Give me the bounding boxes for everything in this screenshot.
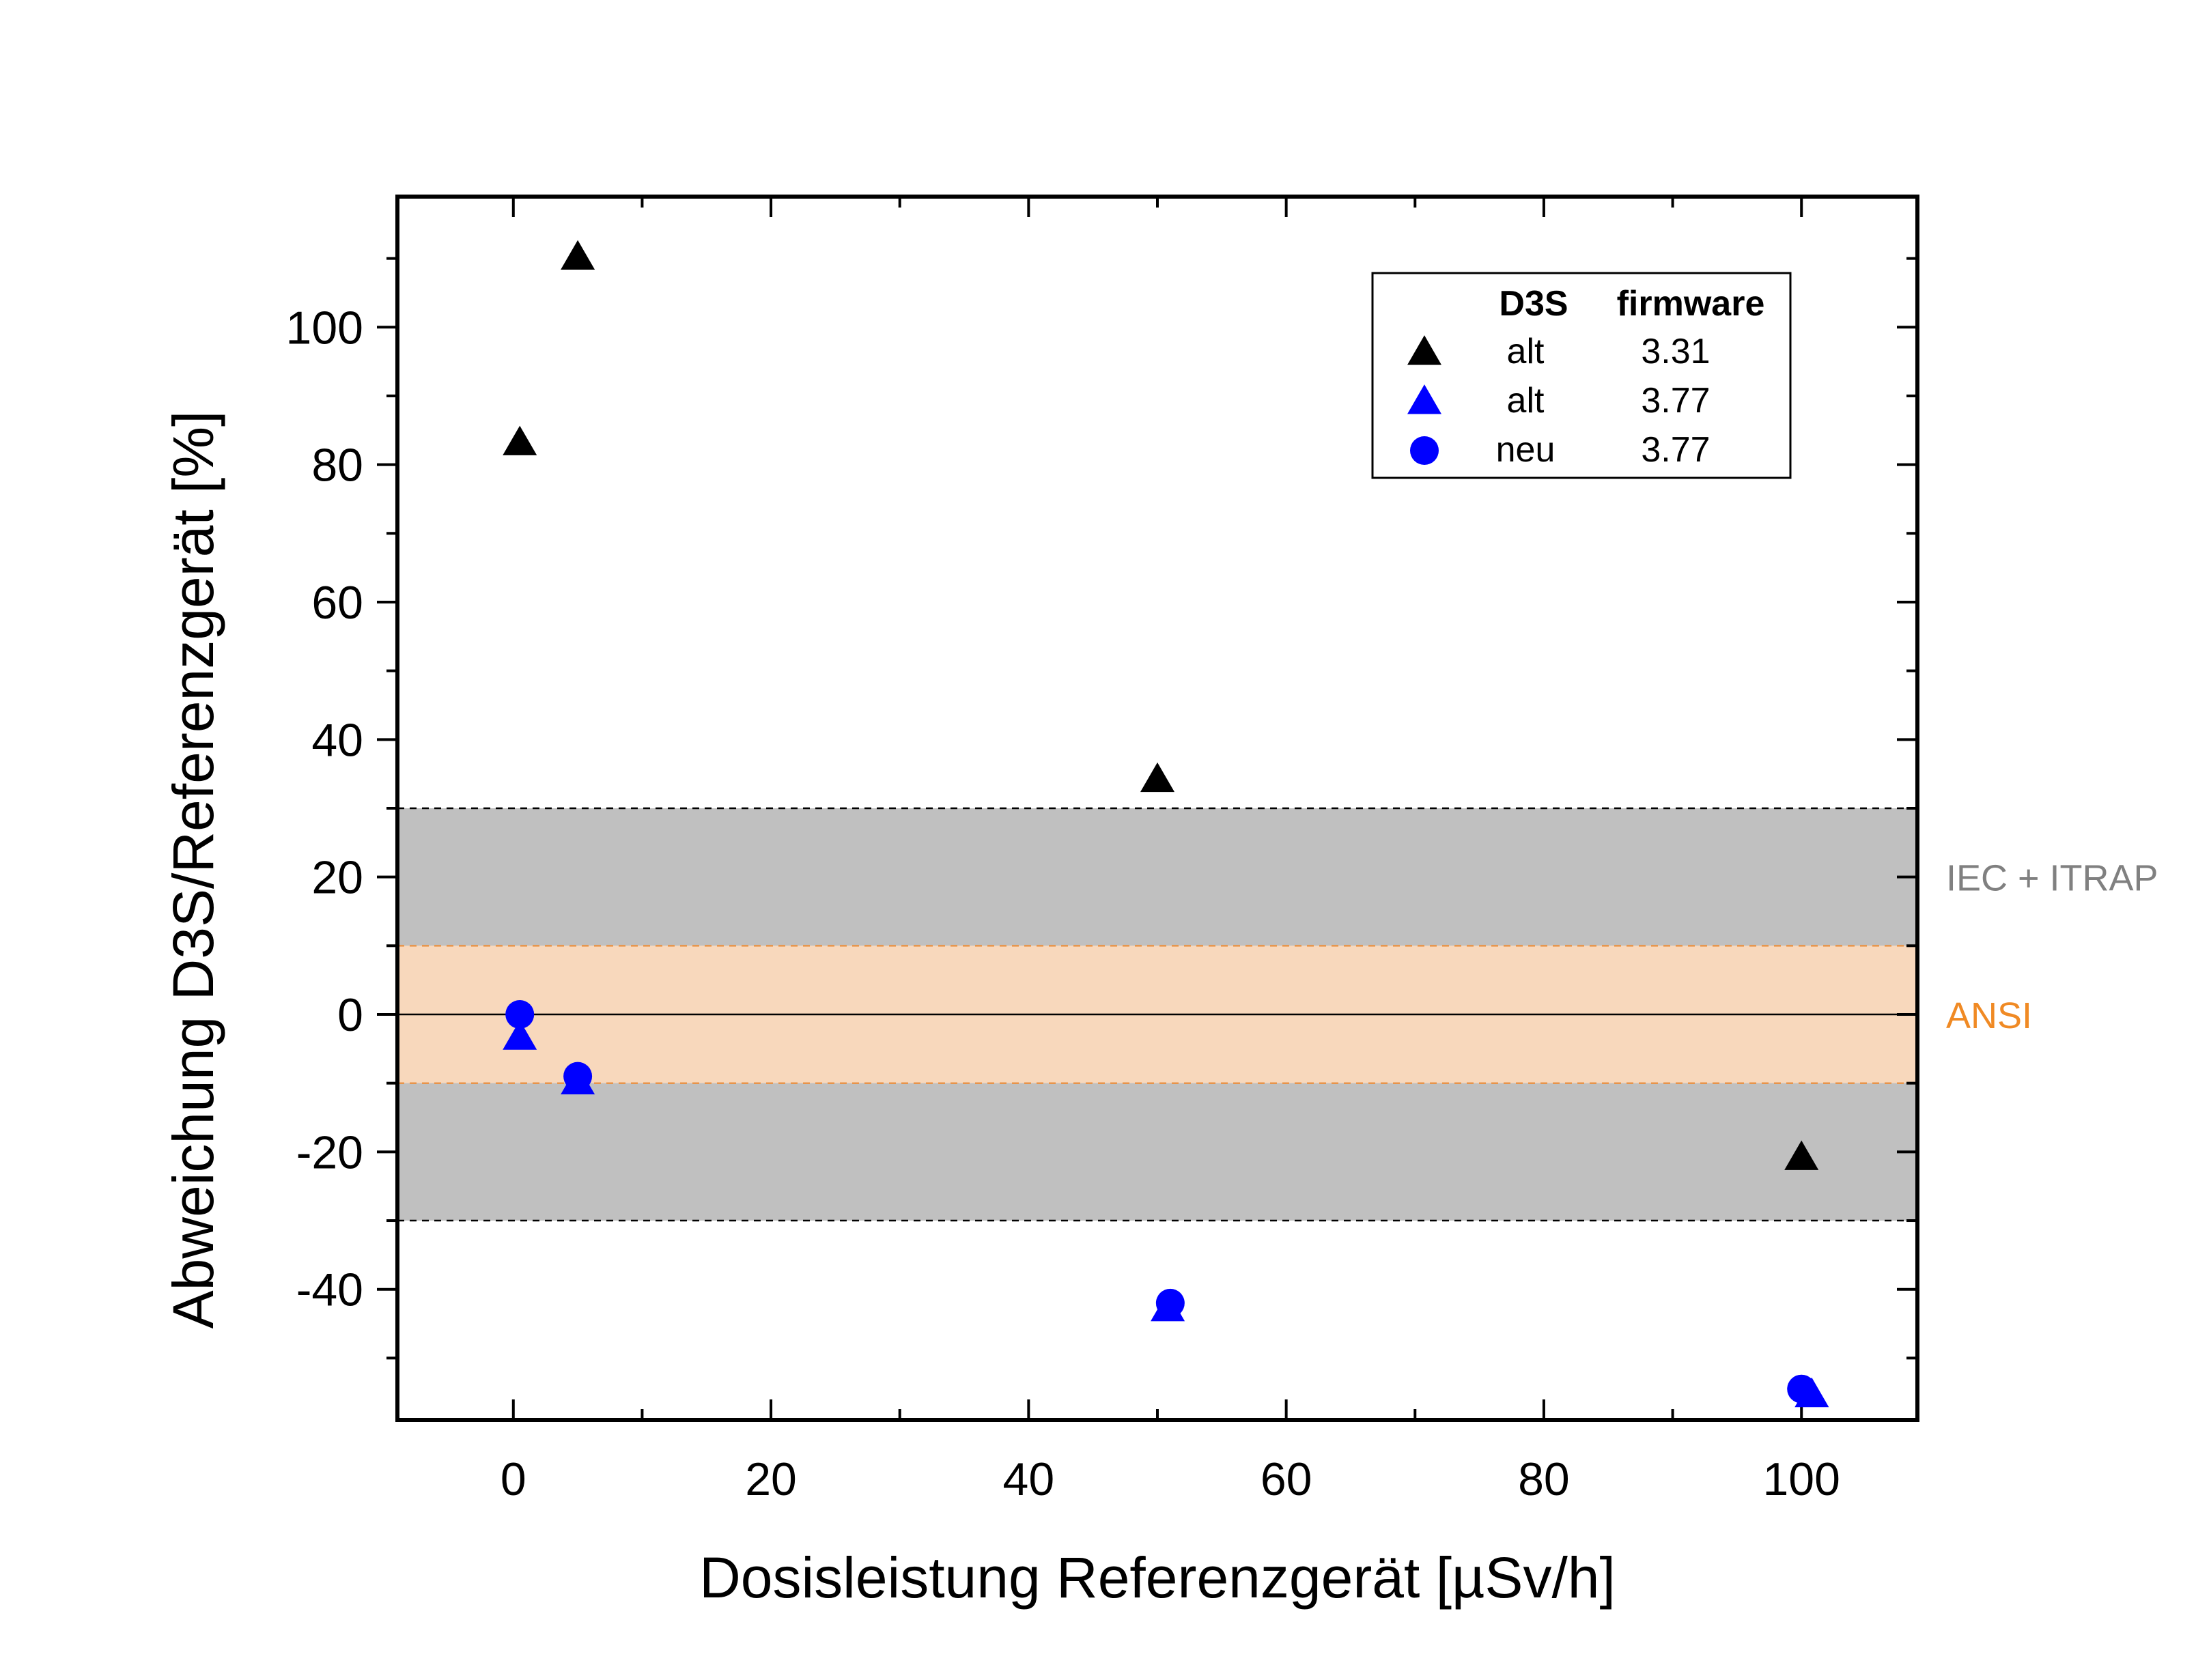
x-tick-label: 60 xyxy=(1261,1453,1312,1505)
plot-frame xyxy=(395,195,1919,1422)
legend-marker-0 xyxy=(1407,335,1441,365)
point-series-0 xyxy=(1140,762,1174,793)
x-tick-label: 40 xyxy=(1003,1453,1055,1505)
x-axis-label: Dosisleistung Referenzgerät [µSv/h] xyxy=(699,1546,1616,1610)
point-series-2 xyxy=(1787,1374,1816,1404)
legend-box xyxy=(1371,272,1792,479)
legend-d3s-0: alt xyxy=(1507,332,1545,371)
x-tick-label: 80 xyxy=(1518,1453,1570,1505)
band-0-label: IEC + ITRAP xyxy=(1946,858,2158,899)
legend-marker-1 xyxy=(1407,384,1441,414)
legend: D3S firmware alt 3.31 alt 3.77 neu 3.77 xyxy=(1371,272,1792,479)
legend-header-d3s: D3S xyxy=(1499,284,1568,324)
y-tick-label: 20 xyxy=(311,852,363,904)
x-tick-label: 0 xyxy=(501,1453,526,1505)
y-tick-label: 80 xyxy=(311,440,363,492)
y-tick-label: 60 xyxy=(311,577,363,629)
point-series-0 xyxy=(561,240,595,270)
legend-firmware-0: 3.31 xyxy=(1641,332,1710,371)
point-series-2 xyxy=(563,1062,593,1091)
point-series-0 xyxy=(1784,1140,1819,1170)
axis-ticks: 0 20 40 60 80 100 -40 -20 0 20 40 60 80 100 xyxy=(286,197,1917,1505)
x-tick-label: 20 xyxy=(745,1453,797,1505)
point-series-2 xyxy=(1155,1288,1185,1318)
legend-header-firmware: firmware xyxy=(1617,284,1765,324)
point-series-0 xyxy=(503,425,537,455)
band-1-label: ANSI xyxy=(1946,995,2032,1036)
y-tick-label: 40 xyxy=(311,714,363,766)
point-series-1 xyxy=(503,1020,537,1050)
legend-firmware-2: 3.77 xyxy=(1641,430,1710,470)
y-tick-label: -20 xyxy=(296,1126,363,1178)
legend-marker-2 xyxy=(1410,436,1439,465)
legend-firmware-1: 3.77 xyxy=(1641,381,1710,421)
band-labels-layer: IEC + ITRAP ANSI xyxy=(1946,858,2158,1036)
x-tick-label: 100 xyxy=(1762,1453,1840,1505)
y-tick-label: 100 xyxy=(286,302,363,354)
legend-d3s-1: alt xyxy=(1507,381,1545,421)
legend-d3s-2: neu xyxy=(1496,430,1556,470)
data-points xyxy=(503,240,1829,1408)
y-axis-label: Abweichung D3S/Referenzgerät [%] xyxy=(161,411,225,1329)
y-tick-label: 0 xyxy=(337,989,363,1041)
point-series-2 xyxy=(505,1000,535,1029)
y-tick-label: -40 xyxy=(296,1264,363,1316)
